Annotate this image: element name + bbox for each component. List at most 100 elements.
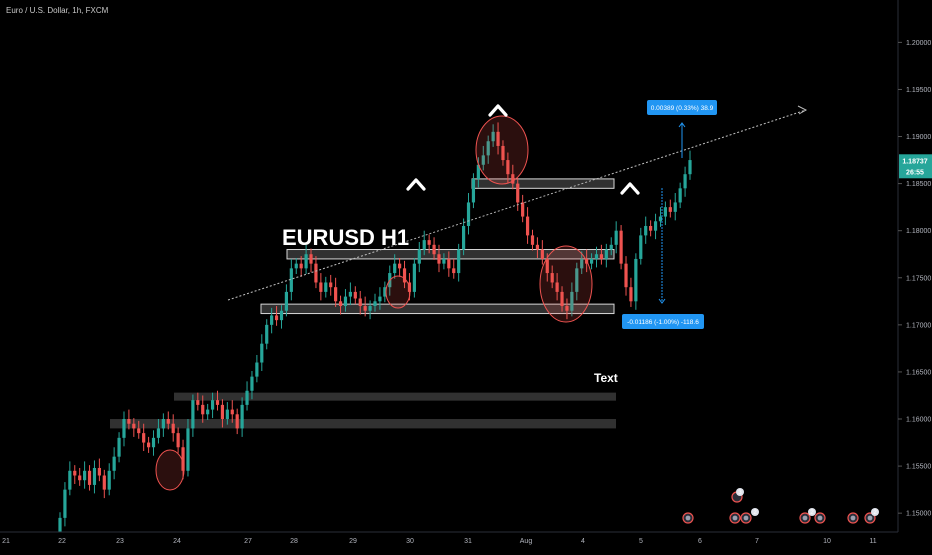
candle-body-128: [688, 160, 692, 175]
candle-body-45: [279, 310, 284, 321]
time-label-2: 23: [116, 538, 124, 545]
last-price-badge: [899, 154, 932, 179]
time-label-15: 11: [869, 538, 876, 545]
event-badge-label-1: 2: [753, 510, 757, 516]
zone-1: [286, 249, 615, 260]
candle-body-37: [240, 404, 244, 429]
candle-body-27: [191, 400, 195, 429]
candle-body-3: [73, 470, 77, 476]
candle-body-50: [304, 254, 308, 269]
candle-body-109: [594, 254, 599, 259]
event-badge-0: [736, 488, 744, 496]
highlight-circle-0: [155, 449, 185, 491]
time-label-14: 10: [823, 538, 831, 545]
measure-down-label: -0.01186 (-1.00%) -118.6: [627, 319, 699, 326]
candle-body-74: [422, 240, 426, 250]
candle-body-44: [274, 315, 279, 321]
candle-body-110: [599, 254, 604, 259]
candle-body-47: [289, 268, 293, 292]
candle-body-38: [245, 390, 249, 405]
candle-body-13: [122, 419, 126, 438]
candle-body-48: [294, 263, 298, 269]
candle-body-33: [220, 404, 225, 420]
chart-title-annotation: EURUSD H1: [282, 225, 409, 250]
candle-body-89: [496, 131, 500, 146]
candle-body-21: [161, 419, 165, 429]
candle-body-6: [87, 470, 92, 485]
zone-3: [174, 392, 616, 401]
candle-body-68: [393, 263, 397, 274]
candle-body-9: [102, 475, 106, 490]
time-label-3: 24: [173, 538, 181, 545]
candle-body-115: [624, 263, 628, 288]
candle-body-118: [639, 235, 643, 259]
zones-layer: [110, 178, 616, 429]
candle-body-108: [589, 258, 594, 264]
candle-body-10: [107, 470, 111, 490]
last-price-label: 1.18737: [902, 158, 927, 165]
candle-body-104: [570, 291, 574, 311]
candle-body-126: [678, 188, 682, 203]
candle-body-61: [358, 298, 362, 307]
caret-marker-2: [620, 182, 640, 195]
candle-body-35: [230, 409, 234, 415]
candle-body-83: [466, 202, 471, 226]
caret-marker-0: [406, 178, 426, 191]
candle-body-75: [427, 240, 431, 245]
time-label-0: 21: [2, 538, 10, 545]
candle-body-42: [265, 324, 269, 344]
candle-body-85: [476, 164, 480, 179]
event-icon-core-2: [743, 515, 749, 521]
measure-down-box: [622, 314, 704, 329]
trend-arrow: [797, 105, 808, 115]
event-icon-core-4: [817, 515, 823, 521]
candle-body-25: [181, 447, 185, 471]
candle-body-111: [604, 249, 608, 259]
candle-body-73: [417, 249, 421, 264]
candle-body-8: [97, 467, 101, 476]
time-label-7: 30: [406, 538, 414, 545]
candle-body-117: [634, 258, 638, 302]
candle-body-41: [260, 343, 264, 363]
candle-body-122: [658, 216, 663, 222]
candle-body-93: [516, 183, 520, 203]
candle-body-69: [398, 263, 402, 269]
highlight-circle-1: [385, 275, 411, 309]
event-badge-3: [871, 508, 879, 516]
candle-body-18: [146, 442, 151, 448]
price-tick-label-9: 1.15500: [906, 464, 931, 471]
candle-body-94: [521, 202, 525, 217]
candle-body-4: [78, 475, 82, 481]
caret-marker-1: [488, 104, 508, 117]
candle-body-14: [127, 419, 131, 424]
candle-body-81: [457, 249, 461, 274]
candle-body-57: [338, 301, 343, 307]
candle-body-63: [368, 306, 372, 311]
time-label-11: 5: [639, 538, 643, 545]
overlay-layer: EURUSD H1 Text 0.00389 (0.33%) 38.9 -0.0118…: [155, 100, 879, 524]
candle-body-1: [63, 489, 67, 518]
time-label-1: 22: [58, 538, 66, 545]
candle-body-40: [255, 362, 259, 377]
candle-body-101: [555, 282, 559, 292]
time-label-12: 6: [698, 538, 702, 545]
candle-body-123: [663, 207, 667, 217]
candle-body-77: [437, 254, 441, 264]
time-label-4: 27: [244, 538, 252, 545]
candle-body-56: [334, 287, 338, 302]
candle-body-79: [447, 258, 451, 269]
candle-body-23: [171, 423, 175, 434]
highlight-circle-2: [475, 115, 529, 185]
price-tick-label-3: 1.18500: [906, 181, 931, 188]
candle-body-96: [530, 235, 535, 245]
countdown-label: 26:55: [906, 169, 924, 176]
measure-up-arrow: [678, 122, 686, 128]
candle-body-58: [343, 296, 348, 307]
candle-body-86: [481, 155, 485, 165]
candle-body-72: [412, 263, 416, 292]
measure-up-box: [647, 100, 717, 115]
candle-body-29: [201, 404, 205, 415]
candle-body-114: [619, 230, 623, 264]
